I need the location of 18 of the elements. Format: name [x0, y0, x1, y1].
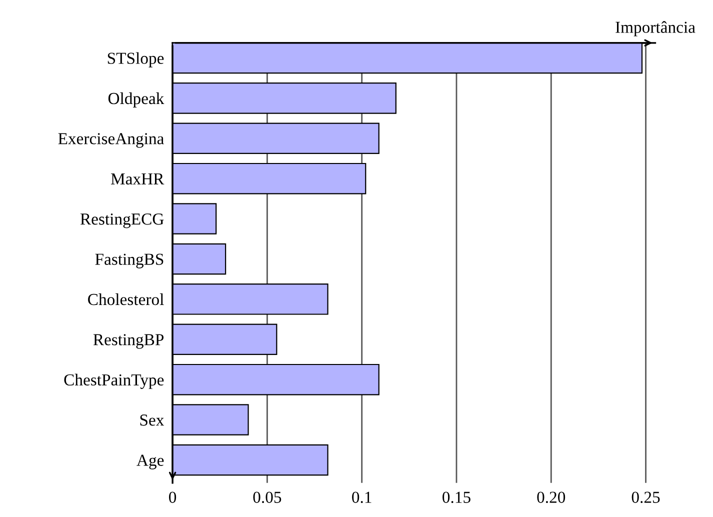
x-axis-title: Importância [616, 21, 696, 36]
y-tick-label: ExerciseAngina [58, 133, 164, 148]
y-tick-label: STSlope [108, 52, 164, 68]
x-tick-label: 0.05 [253, 492, 282, 504]
y-tick-label: Age [136, 454, 164, 470]
y-tick-label: MaxHR [110, 173, 164, 185]
y-tick-label: RestingBP [93, 334, 164, 349]
x-tick-label: 0.25 [632, 492, 660, 504]
x-tick-label: 0.1 [352, 492, 372, 504]
y-tick-label: Sex [140, 414, 164, 426]
y-tick-label: ChestPainType [64, 374, 164, 389]
y-tick-label: Cholesterol [88, 293, 164, 306]
x-tick-label: 0.15 [442, 492, 470, 504]
y-tick-label: RestingECG [80, 214, 164, 228]
x-tick-label: 0.20 [537, 492, 566, 504]
y-tick-label: Oldpeak [108, 92, 164, 108]
y-tick-label: FastingBS [95, 254, 164, 268]
x-tick-label: 0 [169, 492, 176, 503]
